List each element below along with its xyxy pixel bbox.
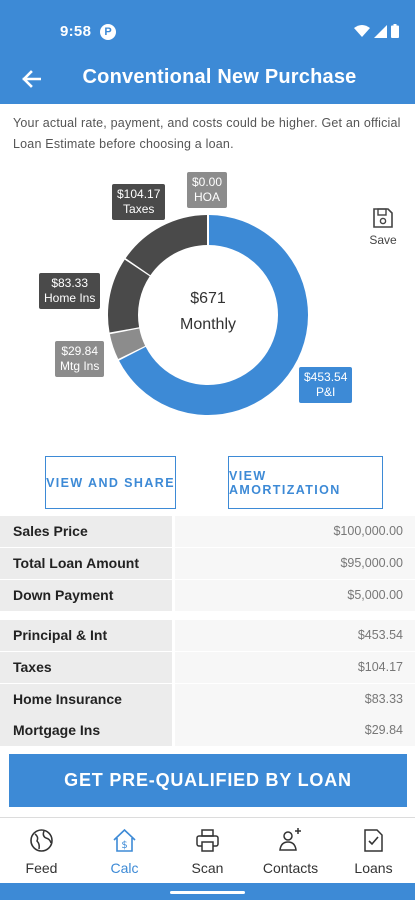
row-label: Mortgage Ins: [0, 715, 172, 746]
row-value: $104.17: [175, 652, 415, 683]
slice-amount: $453.54: [304, 370, 348, 384]
arrow-left-icon: [22, 70, 41, 88]
row-value: $453.54: [175, 620, 415, 651]
slice-tag-hoa: $0.00 HOA: [187, 172, 228, 208]
table-row: Principal & Int $453.54: [0, 620, 415, 651]
globe-icon: [30, 829, 53, 852]
table-row: Sales Price $100,000.00: [0, 516, 415, 547]
nav-label: Loans: [354, 860, 393, 876]
nav-item-scan[interactable]: Scan: [166, 818, 249, 884]
app-header: 9:58 P Conventional New Purchase: [0, 0, 415, 104]
donut-slice-p-i: [119, 215, 308, 415]
disclaimer-text: Your actual rate, payment, and costs cou…: [13, 116, 401, 151]
notification-icon: P: [100, 24, 116, 40]
status-icons: [354, 24, 399, 38]
battery-icon: [391, 24, 399, 38]
donut-slice-home-ins: [108, 259, 151, 333]
bottom-nav: Feed $ Calc Scan Contacts Loans: [0, 817, 415, 883]
nav-item-feed[interactable]: Feed: [0, 818, 83, 884]
chart-center-label: Monthly: [179, 316, 237, 333]
wifi-icon: [354, 24, 370, 37]
row-label: Total Loan Amount: [0, 548, 172, 579]
contacts-icon: [279, 828, 301, 851]
nav-label: Contacts: [262, 860, 319, 876]
save-label: Save: [369, 233, 397, 247]
slice-name: Mtg Ins: [60, 359, 100, 373]
table-row: Home Insurance $83.33: [0, 684, 415, 715]
donut-slice-mtg-ins: [109, 328, 146, 360]
table-row: Taxes $104.17: [0, 652, 415, 683]
row-value: $100,000.00: [175, 516, 415, 547]
table-row: Down Payment $5,000.00: [0, 580, 415, 611]
row-value: $83.33: [175, 684, 415, 715]
row-label: Home Insurance: [0, 684, 172, 715]
save-button[interactable]: Save: [366, 207, 400, 247]
slice-name: HOA: [194, 190, 221, 204]
back-button[interactable]: [14, 64, 48, 94]
nav-item-calc[interactable]: $ Calc: [83, 818, 166, 884]
table-row: Mortgage Ins $29.84: [0, 715, 415, 746]
svg-text:$: $: [121, 840, 127, 851]
nav-label: Scan: [191, 860, 224, 876]
chart-center-amount: $671: [190, 290, 226, 307]
calculator-house-icon: $: [113, 828, 136, 852]
donut-slice-taxes: [125, 215, 208, 276]
nav-label: Calc: [110, 860, 139, 876]
slice-tag-home-ins: $83.33 Home Ins: [39, 273, 101, 309]
slice-tag-pi: $453.54 P&I: [299, 367, 353, 403]
slice-amount: $0.00: [192, 175, 223, 189]
slice-amount: $104.17: [117, 187, 161, 201]
payment-donut-chart: $671 Monthly $104.17 Taxes $0.00 HOA $83…: [0, 160, 415, 450]
system-nav-area: [0, 883, 415, 900]
table-row: Total Loan Amount $95,000.00: [0, 548, 415, 579]
floppy-disk-icon: [373, 208, 393, 228]
slice-name: Home Ins: [44, 291, 96, 305]
status-bar: 9:58 P: [0, 0, 415, 60]
slice-tag-mtg-ins: $29.84 Mtg Ins: [55, 341, 105, 377]
row-value: $5,000.00: [175, 580, 415, 611]
page-title: Conventional New Purchase: [82, 66, 357, 88]
slice-name: P&I: [316, 385, 336, 399]
donut-svg: [108, 215, 308, 415]
view-amortization-button[interactable]: VIEW AMORTIZATION: [228, 456, 383, 509]
row-value: $95,000.00: [175, 548, 415, 579]
row-value: $29.84: [175, 715, 415, 746]
nav-label: Feed: [25, 860, 58, 876]
cell-signal-icon: [374, 24, 387, 38]
view-and-share-button[interactable]: VIEW AND SHARE: [45, 456, 176, 509]
slice-amount: $83.33: [51, 276, 89, 290]
get-pre-qualified-button[interactable]: GET PRE-QUALIFIED BY LOAN: [9, 754, 407, 807]
row-label: Down Payment: [0, 580, 172, 611]
row-label: Principal & Int: [0, 620, 172, 651]
slice-tag-taxes: $104.17 Taxes: [112, 184, 166, 220]
slice-name: Taxes: [123, 202, 155, 216]
nav-item-contacts[interactable]: Contacts: [249, 818, 332, 884]
document-check-icon: [364, 829, 383, 852]
printer-icon: [196, 829, 219, 852]
slice-amount: $29.84: [61, 344, 99, 358]
row-label: Sales Price: [0, 516, 172, 547]
status-time: 9:58: [60, 23, 92, 40]
home-indicator[interactable]: [170, 891, 245, 894]
row-label: Taxes: [0, 652, 172, 683]
nav-item-loans[interactable]: Loans: [332, 818, 415, 884]
